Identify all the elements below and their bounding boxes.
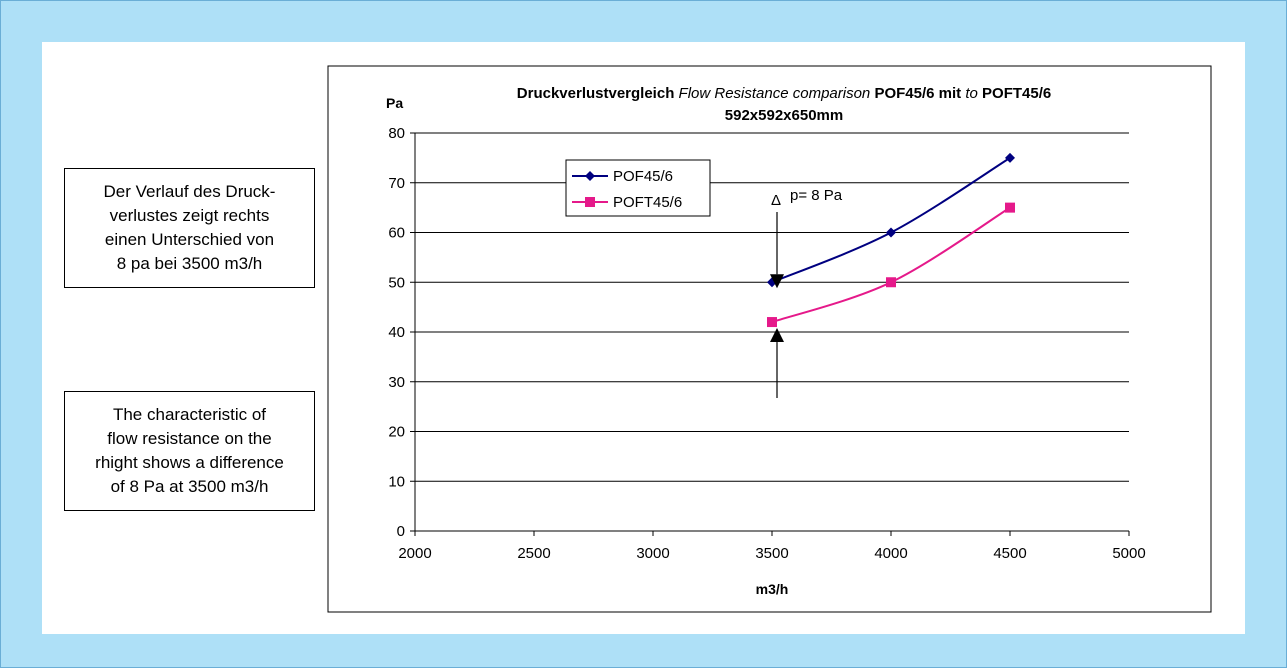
grid — [415, 132, 1129, 482]
chart-frame — [327, 65, 1212, 613]
y-tick-label: 80 — [388, 125, 405, 142]
legend-label: POFT45/6 — [613, 194, 682, 211]
x-tick-label: 4500 — [993, 545, 1026, 562]
title-part: POFT45/6 — [982, 85, 1051, 102]
chart-subtitle: 592x592x650mm — [725, 107, 843, 124]
x-tick-label: 3500 — [755, 545, 788, 562]
note-german-line: einen Unterschied von — [104, 230, 275, 249]
x-tick-label: 4000 — [874, 545, 907, 562]
legend-marker — [585, 171, 595, 181]
y-tick-label: 20 — [388, 424, 405, 441]
legend: POF45/6 POFT45/6 — [565, 159, 711, 217]
x-tick-label: 5000 — [1112, 545, 1145, 562]
annotation-arrow-up — [770, 328, 784, 343]
note-german: Der Verlauf des Druck- verlustes zeigt r… — [64, 168, 315, 288]
series-poft45-6 — [767, 202, 1015, 328]
y-tick-label: 10 — [388, 473, 405, 490]
note-english: The characteristic of flow resistance on… — [64, 391, 315, 511]
note-german-line: Der Verlauf des Druck- — [103, 182, 276, 201]
note-german-line: verlustes zeigt rechts — [109, 206, 270, 225]
note-english-line: rhight shows a difference — [95, 453, 284, 472]
data-point — [886, 277, 896, 288]
note-english-line: flow resistance on the — [107, 429, 272, 448]
data-point — [767, 317, 777, 328]
delta-symbol: Δ — [771, 192, 781, 209]
y-tick-label: 60 — [388, 225, 405, 242]
chart-title: Druckverlustvergleich Flow Resistance co… — [517, 85, 1051, 102]
y-tick-label: 70 — [388, 175, 405, 192]
note-english-line: The characteristic of — [112, 405, 267, 424]
y-tick-label: 50 — [388, 274, 405, 291]
title-part: Druckverlustvergleich — [517, 85, 679, 102]
y-tick-label: 40 — [388, 324, 405, 341]
annotation-label: p= 8 Pa — [790, 187, 843, 204]
series-layer — [767, 152, 1015, 328]
legend-marker — [585, 197, 595, 207]
annotation-arrow-down — [770, 274, 784, 289]
x-tick-label: 3000 — [636, 545, 669, 562]
y-tick-label: 30 — [388, 374, 405, 391]
y-axis-label: Pa — [386, 95, 403, 111]
data-point — [886, 227, 896, 238]
title-part: to — [965, 85, 982, 102]
data-point — [1005, 202, 1015, 213]
legend-label: POF45/6 — [613, 168, 673, 185]
series-pof45-6 — [767, 152, 1015, 288]
note-german-line: 8 pa bei 3500 m3/h — [116, 254, 263, 273]
note-english-line: of 8 Pa at 3500 m3/h — [110, 477, 269, 496]
data-point — [1005, 152, 1015, 163]
x-tick-label: 2000 — [398, 545, 431, 562]
axes: 0 10 20 30 40 50 60 70 80 2000 2500 3000 3500 4000 450… — [388, 125, 1145, 562]
x-tick-label: 2500 — [517, 545, 550, 562]
x-axis-label: m3/h — [756, 581, 789, 597]
title-part: POF45/6 mit — [874, 85, 965, 102]
title-part: Flow Resistance comparison — [679, 85, 875, 102]
y-tick-label: 0 — [397, 523, 405, 540]
